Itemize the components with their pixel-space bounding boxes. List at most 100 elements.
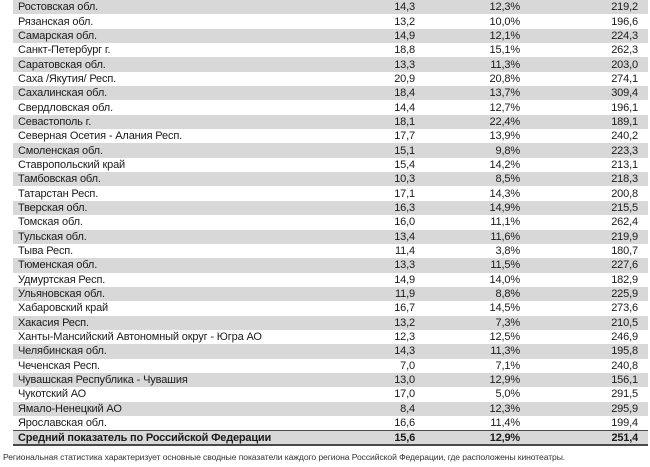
- region-name: Чувашская Республика - Чувашия: [18, 374, 188, 387]
- row-value-2: 14,5%: [489, 302, 520, 315]
- region-name: Санкт-Петербург г.: [18, 44, 111, 57]
- row-value-1: 18,8: [394, 44, 415, 57]
- row-value-3: 224,3: [611, 29, 638, 42]
- row-value-3: 219,9: [611, 230, 638, 243]
- row-value-2: 12,9%: [489, 374, 520, 387]
- row-value-2: 22,4%: [489, 115, 520, 128]
- region-name: Саха /Якутия/ Респ.: [18, 72, 117, 85]
- table-row: Хакасия Респ. 13,2 7,3% 210,5: [13, 315, 648, 330]
- row-value-1: 16,7: [394, 302, 415, 315]
- row-value-1: 8,4: [400, 402, 415, 415]
- region-name: Тюменская обл.: [18, 259, 98, 272]
- table-row: Ханты-Мансийский Автономный округ - Югра…: [13, 330, 648, 344]
- row-value-2: 12,5%: [489, 331, 520, 344]
- region-name: Ставропольский край: [18, 158, 126, 171]
- table-row: Удмуртская Респ. 14,9 14,0% 182,9: [13, 273, 648, 287]
- row-value-1: 14,4: [394, 101, 415, 114]
- table-row: Ямало-Ненецкий АО 8,4 12,3% 295,9: [13, 401, 648, 416]
- region-name: Ямало-Ненецкий АО: [18, 402, 122, 415]
- row-value-3: 200,8: [611, 187, 638, 200]
- row-value-3: 262,4: [611, 216, 638, 229]
- row-value-3: 246,9: [611, 331, 638, 344]
- table-row: Свердловская обл. 14,4 12,7% 196,1: [13, 100, 648, 114]
- row-value-3: 210,5: [611, 316, 638, 329]
- region-name: Хакасия Респ.: [18, 316, 89, 329]
- row-value-1: 13,0: [394, 374, 415, 387]
- region-name: Тверская обл.: [18, 201, 88, 214]
- table-row: Чеченская Респ. 7,0 7,1% 240,8: [13, 359, 648, 373]
- row-value-3: 203,0: [611, 58, 638, 71]
- row-value-3: 295,9: [611, 402, 638, 415]
- row-value-2: 11,6%: [490, 230, 520, 243]
- region-name: Татарстан Респ.: [18, 187, 99, 200]
- row-value-3: 189,1: [611, 115, 638, 128]
- row-value-3: 218,3: [611, 173, 638, 186]
- row-value-2: 8,8%: [495, 288, 520, 301]
- row-value-3: 225,9: [611, 288, 638, 301]
- row-value-2: 11,1%: [490, 216, 520, 229]
- row-value-2: 12,3%: [489, 1, 520, 14]
- row-value-2: 7,3%: [495, 316, 520, 329]
- row-value-3: 156,1: [611, 374, 638, 387]
- table-row: Сахалинская обл. 18,4 13,7% 309,4: [13, 86, 648, 101]
- row-value-3: 180,7: [611, 245, 638, 258]
- row-value-2: 10,0%: [489, 15, 520, 28]
- row-value-3: 262,3: [611, 44, 638, 57]
- table-body: Ростовская обл. 14,3 12,3% 219,2 Рязанская о…: [13, 0, 648, 430]
- region-name: Смоленская обл.: [18, 144, 103, 157]
- table-row: Тамбовская обл. 10,3 8,5% 218,3: [13, 172, 648, 187]
- row-value-1: 20,9: [394, 72, 415, 85]
- row-value-1: 13,2: [394, 15, 415, 28]
- regional-stats-table: Ростовская обл. 14,3 12,3% 219,2 Рязанская о…: [13, 0, 648, 447]
- row-value-2: 12,1%: [489, 29, 520, 42]
- row-value-1: 16,3: [394, 201, 415, 214]
- region-name: Тульская обл.: [18, 230, 87, 243]
- region-name: Хабаровский край: [18, 302, 109, 315]
- table-row: Ульяновская обл. 11,9 8,8% 225,9: [13, 286, 648, 302]
- row-value-2: 14,0%: [489, 273, 520, 286]
- row-value-2: 14,9%: [489, 201, 520, 214]
- row-value-2: 15,1%: [489, 44, 520, 57]
- row-value-2: 13,7%: [489, 87, 520, 100]
- row-value-1: 16,6: [394, 417, 415, 430]
- row-value-3: 240,2: [611, 130, 638, 143]
- row-value-3: 274,1: [611, 72, 638, 85]
- table-row: Самарская обл. 14,9 12,1% 224,3: [13, 28, 648, 44]
- summary-value-3: 251,4: [611, 431, 638, 444]
- table-row: Татарстан Респ. 17,1 14,3% 200,8: [13, 186, 648, 200]
- row-value-2: 9,8%: [495, 144, 520, 157]
- row-value-1: 14,3: [394, 345, 415, 358]
- region-name: Сахалинская обл.: [18, 87, 107, 100]
- region-name: Северная Осетия - Алания Респ.: [18, 130, 183, 143]
- row-value-1: 7,0: [400, 359, 415, 372]
- row-value-2: 20,8%: [489, 72, 520, 85]
- region-name: Ульяновская обл.: [18, 288, 105, 301]
- region-name: Самарская обл.: [18, 29, 97, 42]
- row-value-2: 11,5%: [490, 259, 520, 272]
- region-name: Томская обл.: [18, 216, 83, 229]
- row-value-1: 11,9: [395, 288, 415, 301]
- region-name: Чеченская Респ.: [18, 359, 100, 372]
- table-row: Чукотский АО 17,0 5,0% 291,5: [13, 387, 648, 401]
- row-value-1: 18,4: [394, 87, 415, 100]
- summary-row: Средний показатель по Российской Федерац…: [13, 430, 648, 447]
- row-value-1: 13,3: [394, 58, 415, 71]
- row-value-1: 13,4: [394, 230, 415, 243]
- row-value-1: 13,2: [394, 316, 415, 329]
- row-value-1: 12,3: [394, 331, 415, 344]
- row-value-3: 199,4: [611, 417, 638, 430]
- table-row: Тыва Респ. 11,4 3,8% 180,7: [13, 244, 648, 258]
- row-value-1: 14,9: [394, 273, 415, 286]
- row-value-3: 309,4: [611, 87, 638, 100]
- table-row: Тюменская обл. 13,3 11,5% 227,6: [13, 258, 648, 273]
- row-value-3: 273,6: [611, 302, 638, 315]
- region-name: Саратовская обл.: [18, 58, 106, 71]
- table-row: Ярославская обл. 16,6 11,4% 199,4: [13, 416, 648, 430]
- region-name: Севастополь г.: [18, 115, 92, 128]
- row-value-3: 215,5: [611, 201, 638, 214]
- row-value-2: 8,5%: [495, 173, 520, 186]
- row-value-2: 12,7%: [489, 101, 520, 114]
- table-row: Саха /Якутия/ Респ. 20,9 20,8% 274,1: [13, 72, 648, 86]
- region-name: Удмуртская Респ.: [18, 273, 106, 286]
- table-row: Тверская обл. 16,3 14,9% 215,5: [13, 200, 648, 216]
